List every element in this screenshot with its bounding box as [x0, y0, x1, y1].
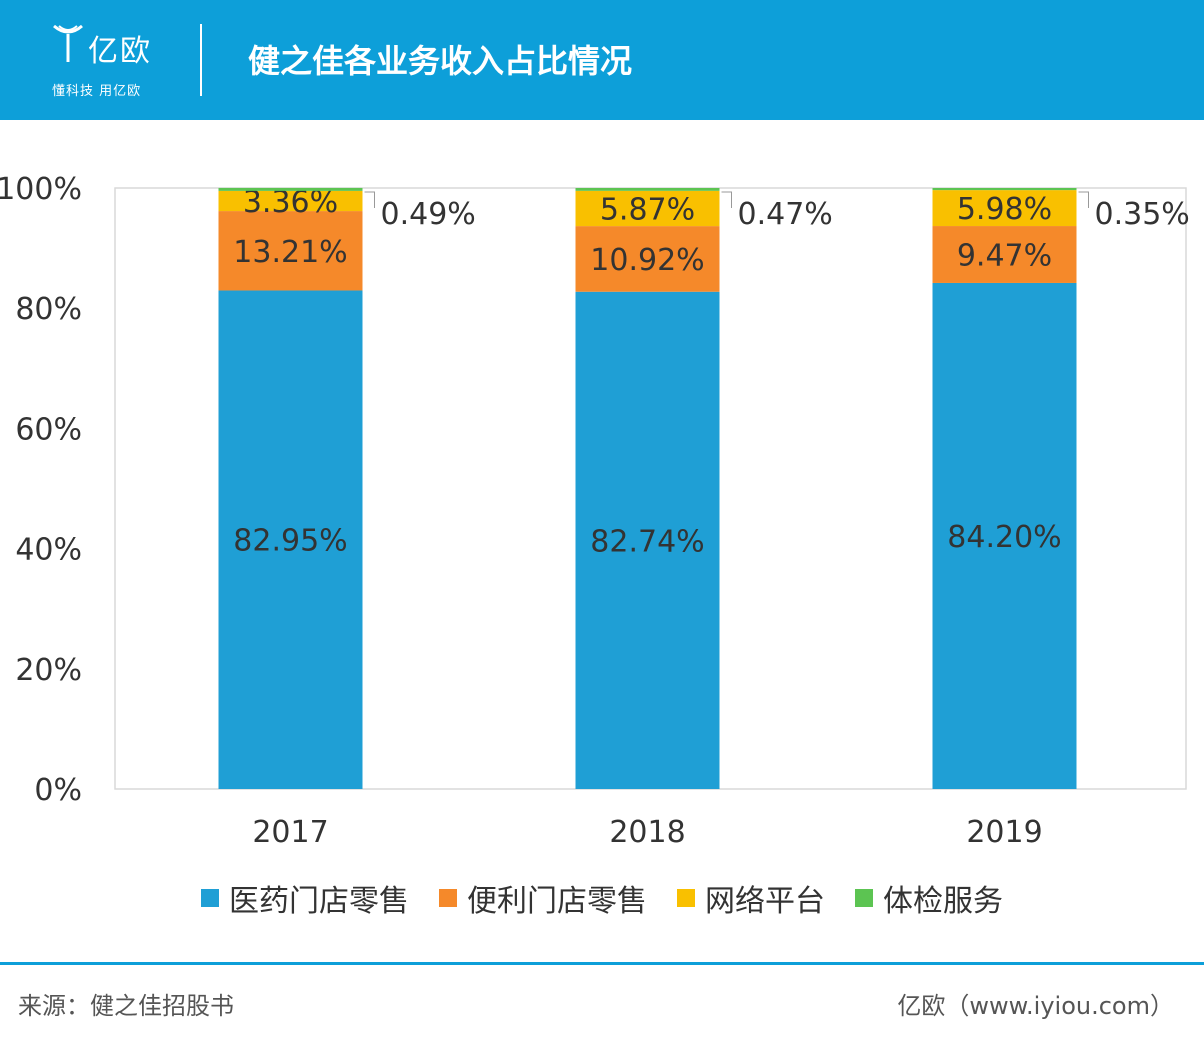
bar-segment: [932, 282, 1077, 789]
legend-label: 便利门店零售: [467, 884, 647, 919]
y-tick-label: 80%: [15, 292, 82, 327]
header-divider: [200, 24, 202, 96]
x-tick-label: 2018: [609, 815, 685, 850]
legend-swatch: [439, 889, 457, 907]
brand-url: 亿欧（www.iyiou.com）: [897, 992, 1174, 1020]
data-label: 82.95%: [233, 524, 347, 559]
data-label: 0.49%: [381, 197, 476, 232]
y-tick-label: 0%: [34, 773, 82, 808]
legend-label: 体检服务: [883, 884, 1003, 919]
x-tick-label: 2017: [252, 815, 328, 850]
chart-legend: 医药门店零售 便利门店零售 网络平台 体检服务: [0, 876, 1204, 920]
legend-label: 医药门店零售: [229, 884, 409, 919]
legend-swatch: [855, 889, 873, 907]
y-tick-label: 60%: [15, 412, 82, 447]
bar-segment: [218, 187, 363, 191]
bar-segment: [932, 190, 1077, 227]
data-label: 84.20%: [947, 520, 1061, 555]
logo-subtitle: 懂科技 用亿欧: [52, 84, 142, 99]
legend-swatch: [677, 889, 695, 907]
callout-line: [1078, 191, 1089, 208]
data-label: 13.21%: [233, 235, 347, 270]
y-tick-label: 100%: [0, 172, 82, 207]
data-label: 5.98%: [957, 192, 1052, 227]
data-label: 5.87%: [600, 192, 695, 227]
bar-segment: [218, 190, 363, 212]
legend-label: 网络平台: [705, 884, 825, 919]
stacked-bar-chart: 0%20%40%60%80%100%82.95%13.21%3.36% 0.49%…: [0, 172, 1190, 850]
callout-line: [364, 191, 375, 208]
y-tick-label: 20%: [15, 653, 82, 688]
data-label: 82.74%: [590, 524, 704, 559]
bar-segment: [932, 226, 1077, 283]
data-label: 0.47%: [738, 197, 833, 232]
bar-segment: [218, 211, 363, 291]
bar-segment: [575, 190, 720, 227]
legend-item: 医药门店零售: [201, 876, 409, 920]
footer-divider: [0, 962, 1204, 965]
data-label: 0.35%: [1095, 197, 1190, 232]
legend-item: 便利门店零售: [439, 876, 647, 920]
bar-segment: [575, 226, 720, 292]
data-label: 9.47%: [957, 239, 1052, 274]
bar-segment: [932, 188, 1077, 191]
logo-text: 亿欧: [88, 34, 152, 69]
page-title: 健之佳各业务收入占比情况: [248, 42, 633, 80]
y-tick-label: 40%: [15, 533, 82, 568]
bar-segment: [218, 290, 363, 789]
bar-segment: [575, 291, 720, 789]
header-banner: 亿欧 懂科技 用亿欧 健之佳各业务收入占比情况: [0, 0, 1204, 120]
source-note: 来源：健之佳招股书: [18, 992, 234, 1020]
legend-swatch: [201, 889, 219, 907]
data-label: 10.92%: [590, 243, 704, 278]
yiou-logo-icon: [53, 24, 83, 62]
bar-segment: [575, 188, 720, 191]
legend-item: 体检服务: [855, 876, 1003, 920]
x-tick-label: 2019: [966, 815, 1042, 850]
legend-item: 网络平台: [677, 876, 825, 920]
callout-line: [721, 191, 732, 208]
